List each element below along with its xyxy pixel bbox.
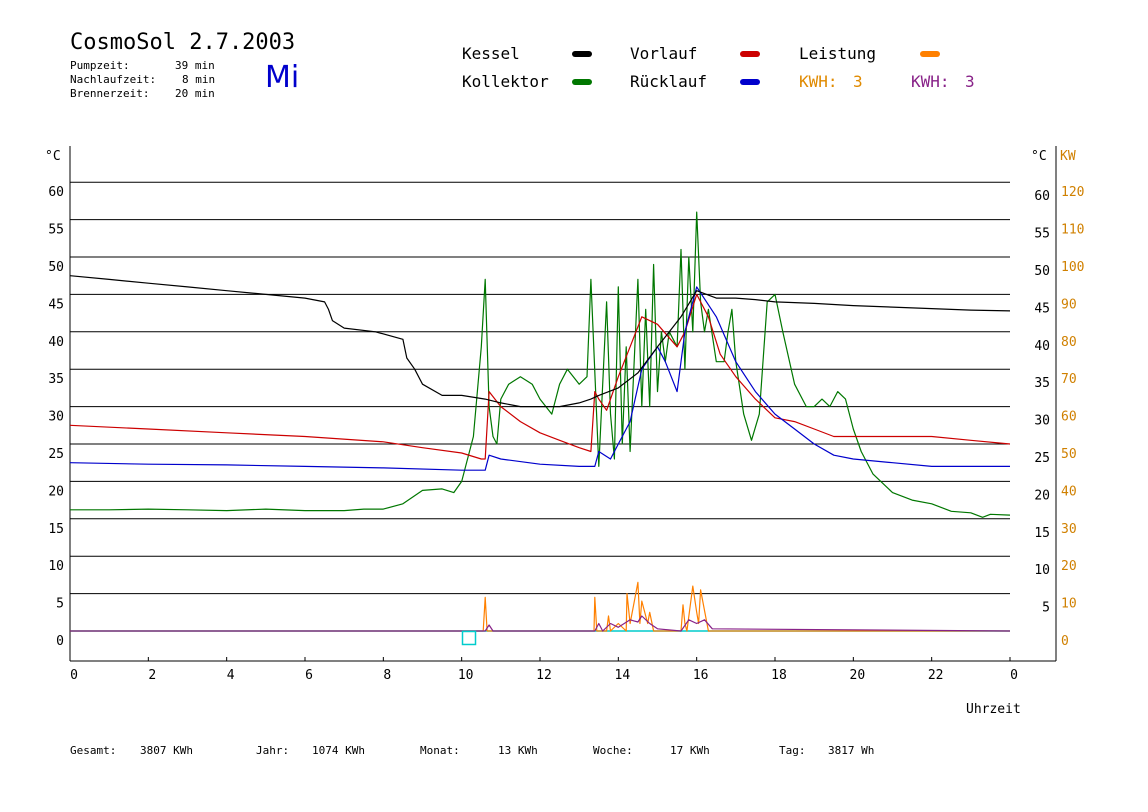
series-leistung: [70, 581, 1010, 632]
series-kollektor: [70, 211, 1011, 518]
series-lines: [69, 211, 1011, 646]
gesamt-label: Gesamt:: [70, 744, 117, 757]
weekday-label: Mi: [265, 60, 300, 95]
x-tick-label: 8: [383, 668, 391, 683]
legend-kessel-swatch: [572, 51, 592, 57]
series-vorlauf: [69, 293, 1011, 460]
x-tick-label: 12: [536, 668, 552, 683]
y-tick-label-left: 35: [48, 372, 64, 387]
y-tick-label-right: 20: [1034, 488, 1050, 503]
y2-tick-label: 100: [1061, 260, 1084, 275]
x-tick-label: 0: [1010, 668, 1018, 683]
monat-label: Monat:: [420, 744, 460, 757]
y-tick-label-right: 5: [1042, 601, 1050, 616]
y2-tick-label: 0: [1061, 634, 1069, 649]
woche-value: 17 KWh: [670, 744, 710, 757]
legend-kollektor-swatch: [572, 79, 592, 85]
legend-kessel: Kessel: [462, 44, 520, 63]
y-tick-label-right: 45: [1034, 301, 1050, 316]
burn-label: Brennerzeit:: [70, 87, 150, 100]
y2-tick-label: 110: [1061, 223, 1084, 238]
legend-kwh2-value: 3: [965, 72, 975, 91]
gesamt-value: 3807 KWh: [140, 744, 193, 757]
y-tick-label-left: 40: [48, 335, 64, 350]
marker-0: [461, 630, 477, 646]
pump-value: 39 min: [175, 59, 215, 72]
x-tick-label: 16: [693, 668, 709, 683]
y-tick-label-left: 50: [48, 260, 64, 275]
y-tick-label-right: 10: [1034, 563, 1050, 578]
y-tick-label-right: 50: [1034, 264, 1050, 279]
x-tick-label: 20: [850, 668, 866, 683]
y-tick-label-left: 45: [48, 297, 64, 312]
tag-value: 3817 Wh: [828, 744, 875, 757]
y-tick-label-right: 40: [1034, 339, 1050, 354]
y2-tick-label: 80: [1061, 335, 1077, 350]
y-axis-right-kw-label: KW: [1060, 149, 1076, 164]
y-tick-label-right: 35: [1034, 376, 1050, 391]
x-axis-label: Uhrzeit: [966, 702, 1021, 717]
jahr-label: Jahr:: [256, 744, 290, 757]
y-tick-label-right: 55: [1034, 227, 1050, 242]
y-tick-label-left: 55: [48, 223, 64, 238]
y2-tick-label: 50: [1061, 447, 1077, 462]
y-tick-label-left: 0: [56, 634, 64, 649]
y-tick-label-left: 5: [56, 597, 64, 612]
legend-ruecklauf-swatch: [740, 79, 760, 85]
legend-vorlauf-swatch: [740, 51, 760, 57]
x-tick-label: 2: [148, 668, 156, 683]
legend-kollektor: Kollektor: [462, 72, 549, 91]
x-tick-label: 6: [305, 668, 313, 683]
series-kessel: [69, 275, 1011, 408]
y2-tick-label: 120: [1061, 185, 1084, 200]
burn-value: 20 min: [175, 87, 215, 100]
x-tick-label: 0: [70, 668, 78, 683]
y-tick-label-left: 30: [48, 410, 64, 425]
legend-vorlauf: Vorlauf: [630, 44, 698, 63]
pump-label: Pumpzeit:: [70, 59, 130, 72]
jahr-value: 1074 KWh: [312, 744, 365, 757]
y2-tick-label: 40: [1061, 484, 1077, 499]
y2-tick-label: 30: [1061, 522, 1077, 537]
y-tick-label-right: 15: [1034, 526, 1050, 541]
legend-ruecklauf: Rücklauf: [630, 72, 708, 91]
y-axis-left-label: °C: [45, 149, 61, 164]
y-tick-label-left: 20: [48, 484, 64, 499]
y-tick-label-right: 60: [1034, 189, 1050, 204]
chart-title: CosmoSol 2.7.2003: [70, 30, 296, 55]
legend-kwh1-value: 3: [853, 72, 863, 91]
woche-label: Woche:: [593, 744, 633, 757]
x-tick-label: 4: [227, 668, 235, 683]
y2-tick-label: 10: [1061, 597, 1077, 612]
run-label: Nachlaufzeit:: [70, 73, 157, 86]
x-tick-label: 10: [458, 668, 474, 683]
x-tick-label: 14: [615, 668, 631, 683]
y2-tick-label: 90: [1061, 297, 1077, 312]
y2-tick-label: 20: [1061, 559, 1077, 574]
y-tick-label-left: 25: [48, 447, 64, 462]
legend-leistung: Leistung: [799, 44, 877, 63]
y-axis-right-c-label: °C: [1031, 149, 1047, 164]
temperature-chart: 0 2 4 6 8 10 12 14 16 18 20 22 0 °C 0 5 10 15 20 25 30 35 40 45…: [45, 146, 1084, 683]
legend-kwh1-label: KWH:: [799, 72, 838, 91]
y2-tick-label: 70: [1061, 372, 1077, 387]
y-tick-label-right: 25: [1034, 451, 1050, 466]
legend-kwh2-label: KWH:: [911, 72, 950, 91]
y-tick-label-left: 10: [48, 559, 64, 574]
y-tick-label-left: 60: [48, 185, 64, 200]
x-tick-label: 18: [771, 668, 787, 683]
tick-labels: 0 2 4 6 8 10 12 14 16 18 20 22 0 °C 0 5 10 15 20 25 30 35 40 45…: [45, 149, 1084, 683]
legend-leistung-swatch: [920, 51, 940, 57]
run-value: 8 min: [182, 73, 216, 86]
x-tick-label: 22: [928, 668, 944, 683]
y2-tick-label: 60: [1061, 410, 1077, 425]
axes: [69, 146, 1057, 662]
y-tick-label-left: 15: [48, 522, 64, 537]
series-ruecklauf: [69, 286, 1010, 471]
tag-label: Tag:: [779, 744, 806, 757]
y-tick-label-right: 30: [1034, 414, 1050, 429]
series-kwh2: [70, 615, 1011, 632]
monat-value: 13 KWh: [498, 744, 538, 757]
